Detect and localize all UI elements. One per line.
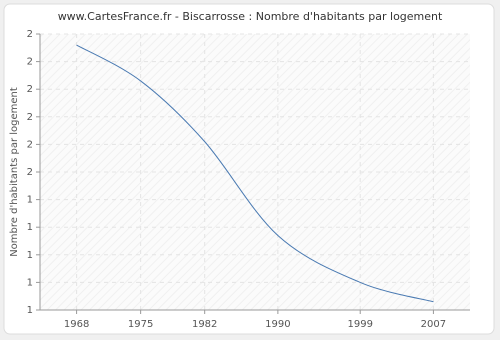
y-tick-label: 1 [27,305,33,316]
y-tick-label: 1 [27,277,33,288]
x-tick-label: 1982 [192,319,217,330]
x-tick-label: 1968 [64,319,89,330]
y-tick-label: 2 [27,57,33,68]
y-tick-label: 2 [27,29,33,40]
x-tick-label: 2007 [421,319,446,330]
y-axis-label: Nombre d'habitants par logement [9,87,20,257]
y-tick-label: 2 [27,139,33,150]
y-tick-label: 1 [27,250,33,261]
y-tick-label: 2 [27,84,33,95]
x-tick-label: 1999 [347,319,372,330]
data-line [76,44,434,303]
y-tick-label: 2 [27,112,33,123]
y-tick-label: 2 [27,167,33,178]
plot-area [40,34,470,310]
y-tick-label: 1 [27,222,33,233]
chart-title: www.CartesFrance.fr - Biscarrosse : Nomb… [58,10,443,23]
x-tick-label: 1975 [128,319,153,330]
x-tick-label: 1990 [265,319,290,330]
y-tick-label: 1 [27,195,33,206]
